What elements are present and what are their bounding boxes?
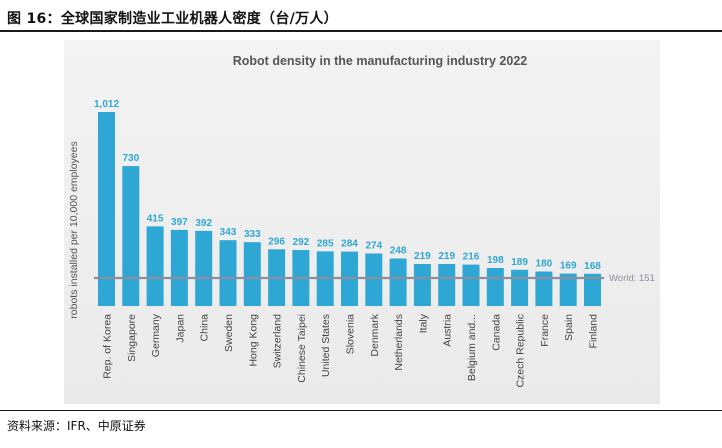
value-label-belgium-and: 216	[463, 252, 480, 263]
value-label-france: 180	[536, 259, 553, 270]
bar-china	[195, 230, 213, 306]
bar-singapore	[122, 166, 140, 306]
bar-spain	[559, 273, 577, 306]
bar-france	[535, 271, 553, 306]
figure-caption: 图 16：全球国家制造业工业机器人密度（台/万人）	[7, 11, 338, 27]
robot-density-chart: Robot density in the manufacturing indus…	[68, 54, 655, 388]
x-tick-label-chinese-taipei: Chinese Taipei	[296, 314, 308, 383]
bar-hong-kong	[243, 242, 261, 306]
bar-finland	[584, 273, 601, 306]
value-label-united-states: 285	[317, 238, 334, 249]
x-tick-label-sweden: Sweden	[223, 314, 235, 352]
x-tick-label-germany: Germany	[150, 313, 162, 357]
x-tick-label-switzerland: Switzerland	[272, 314, 284, 368]
x-tick-label-france: France	[539, 314, 551, 347]
bottom-rule	[0, 410, 722, 411]
x-tick-label-spain: Spain	[563, 314, 575, 341]
world-reference-label: World: 151	[609, 273, 655, 284]
chart-panel: Robot density in the manufacturing indus…	[64, 40, 660, 404]
x-tick-label-singapore: Singapore	[126, 314, 138, 362]
bar-netherlands	[389, 258, 407, 306]
value-label-czech-republic: 189	[511, 257, 528, 268]
x-tick-label-japan: Japan	[174, 314, 186, 343]
value-label-hong-kong: 333	[244, 229, 261, 240]
value-label-denmark: 274	[365, 241, 382, 252]
value-label-china: 392	[195, 218, 212, 229]
value-labels-group: 1,012 730 415 397 392 343 333 296 292 285 284 274 24…	[94, 99, 601, 272]
x-tick-label-canada: Canada	[490, 314, 502, 351]
x-tick-label-belgium-and: Belgium and...	[466, 314, 478, 381]
x-tick-label-denmark: Denmark	[369, 313, 381, 356]
value-label-finland: 168	[584, 261, 601, 272]
x-tick-label-china: China	[199, 314, 211, 342]
x-tick-label-czech-republic: Czech Republic	[515, 314, 527, 388]
value-label-switzerland: 296	[268, 236, 285, 247]
x-tick-label-netherlands: Netherlands	[393, 314, 405, 371]
x-tick-label-slovenia: Slovenia	[345, 314, 357, 354]
x-tick-labels-group: Rep. of Korea Singapore Germany Japan China S…	[102, 313, 600, 387]
value-label-italy: 219	[414, 251, 431, 262]
value-label-rep-of-korea: 1,012	[94, 99, 119, 110]
bar-denmark	[365, 253, 383, 306]
bar-austria	[438, 264, 456, 306]
value-label-spain: 169	[560, 261, 577, 272]
bar-rep-of-korea	[98, 112, 115, 306]
chart-title: Robot density in the manufacturing indus…	[233, 54, 528, 68]
bar-belgium-and	[462, 264, 480, 306]
x-tick-label-italy: Italy	[417, 313, 429, 333]
bar-canada	[486, 268, 504, 306]
bar-germany	[146, 226, 164, 306]
bar-sweden	[219, 240, 237, 306]
bar-czech-republic	[511, 269, 529, 306]
bar-japan	[170, 229, 188, 306]
x-tick-label-united-states: United States	[320, 314, 332, 377]
value-label-canada: 198	[487, 255, 504, 266]
bar-italy	[413, 264, 431, 306]
value-label-chinese-taipei: 292	[293, 237, 310, 248]
x-tick-label-rep-of-korea: Rep. of Korea	[102, 314, 114, 379]
x-tick-label-austria: Austria	[442, 314, 454, 347]
value-label-austria: 219	[438, 251, 455, 262]
value-label-slovenia: 284	[341, 239, 358, 250]
value-label-germany: 415	[147, 213, 164, 224]
x-tick-label-finland: Finland	[588, 314, 600, 349]
source-note: 资料来源：IFR、中原证券	[7, 419, 146, 433]
value-label-japan: 397	[171, 217, 188, 228]
value-label-netherlands: 248	[390, 246, 407, 257]
x-tick-label-hong-kong: Hong Kong	[247, 314, 259, 367]
top-rule	[0, 30, 722, 32]
value-label-singapore: 730	[122, 153, 139, 164]
y-axis-label: robots installed per 10,000 employees	[68, 141, 80, 318]
value-label-sweden: 343	[220, 227, 237, 238]
